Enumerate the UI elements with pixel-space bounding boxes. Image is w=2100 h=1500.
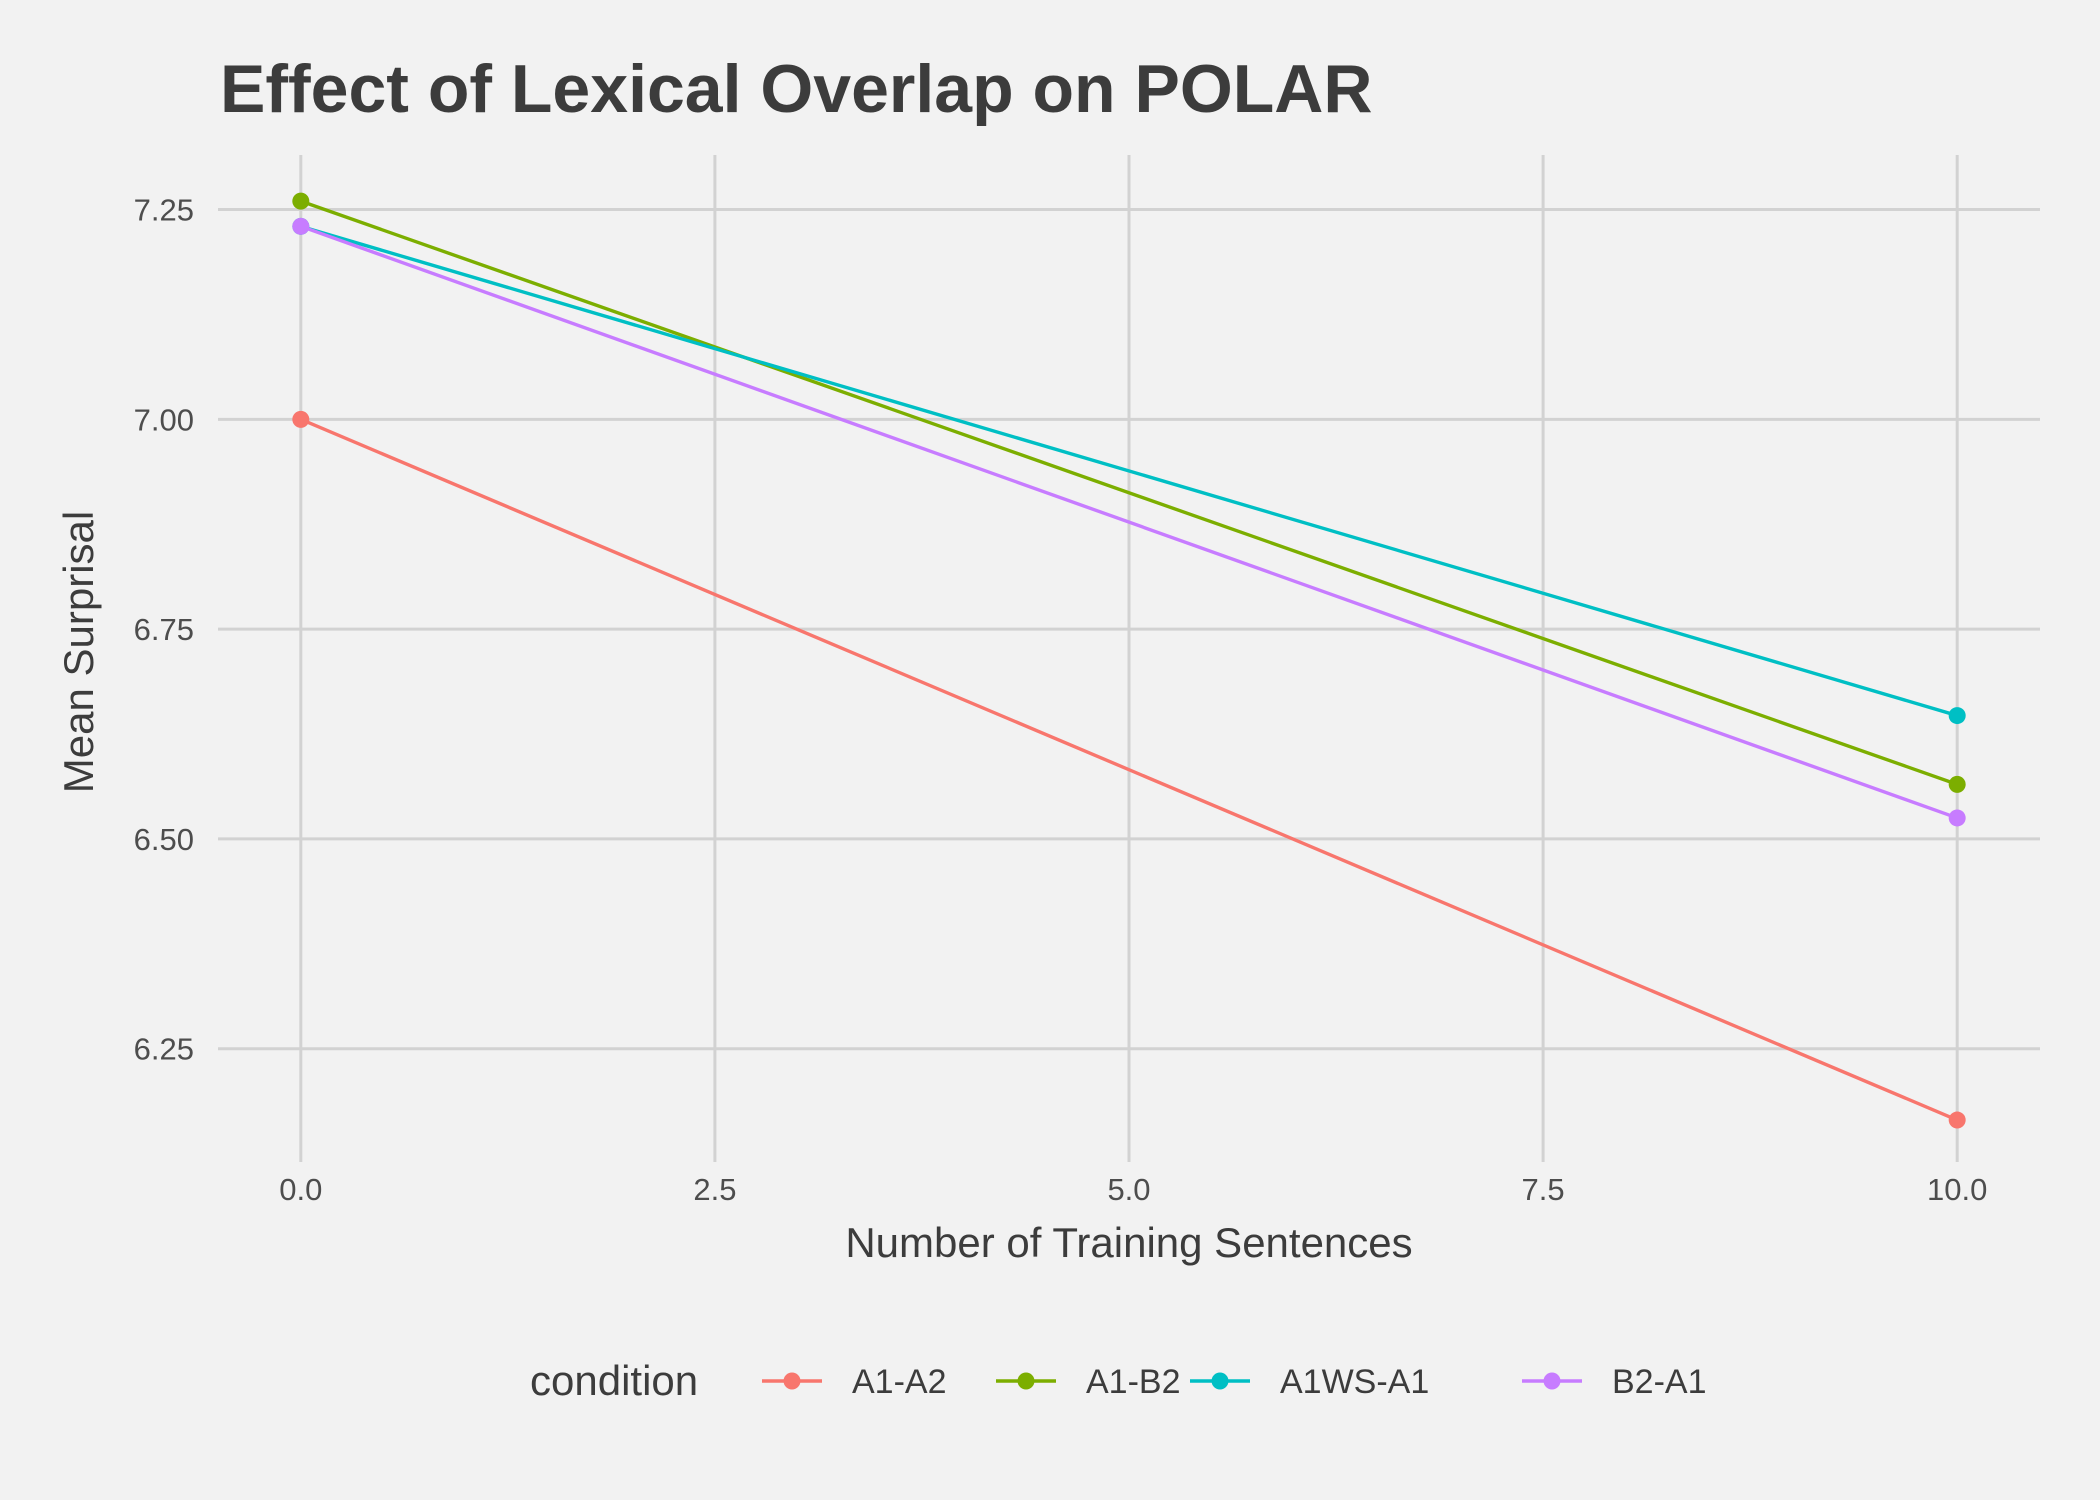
y-tick-label: 6.25 — [134, 1032, 194, 1067]
data-point — [1948, 707, 1966, 725]
series-line — [300, 224, 1958, 718]
x-tick-label: 2.5 — [693, 1172, 736, 1207]
data-point — [292, 410, 310, 428]
data-point — [1948, 1111, 1966, 1129]
legend-title: condition — [530, 1357, 698, 1404]
legend-key-point — [783, 1372, 801, 1390]
legend-key-point — [1017, 1372, 1035, 1390]
y-axis-ticks: 6.25 6.50 6.75 7.00 7.25 — [134, 193, 194, 1067]
legend-entry: A1-A2 — [762, 1363, 947, 1401]
y-axis-title: Mean Surprisal — [55, 511, 102, 793]
legend-key-point — [1211, 1372, 1229, 1390]
series-a1-a2 — [292, 410, 1966, 1129]
legend-entry: A1-B2 — [996, 1363, 1181, 1401]
x-axis-title: Number of Training Sentences — [845, 1219, 1412, 1266]
data-point — [1948, 809, 1966, 827]
legend-label: B2-A1 — [1612, 1363, 1707, 1401]
legend-entry: A1WS-A1 — [1190, 1363, 1429, 1401]
legend-label: A1-A2 — [852, 1363, 947, 1401]
x-tick-label: 7.5 — [1522, 1172, 1565, 1207]
legend-key-point — [1543, 1372, 1561, 1390]
series-line — [300, 417, 1958, 1122]
data-point — [1948, 775, 1966, 793]
x-tick-label: 0.0 — [279, 1172, 322, 1207]
grid-lines — [218, 155, 2040, 1162]
data-point — [292, 192, 310, 210]
y-tick-label: 7.25 — [134, 193, 194, 228]
series-line — [300, 224, 1958, 820]
y-tick-label: 6.50 — [134, 822, 194, 857]
y-tick-label: 6.75 — [134, 612, 194, 647]
y-tick-label: 7.00 — [134, 402, 194, 437]
x-tick-label: 10.0 — [1927, 1172, 1987, 1207]
x-tick-label: 5.0 — [1107, 1172, 1150, 1207]
series-b2-a1 — [292, 217, 1966, 827]
legend: condition A1-A2 A1-B2 A1WS-A1 B2-A1 — [530, 1357, 1707, 1404]
series-a1-b2 — [292, 192, 1966, 793]
series-line — [300, 199, 1958, 786]
series-layer — [292, 192, 1966, 1129]
x-axis-ticks: 0.0 2.5 5.0 7.5 10.0 — [279, 1172, 1987, 1207]
legend-label: A1-B2 — [1086, 1363, 1181, 1401]
legend-label: A1WS-A1 — [1280, 1363, 1429, 1401]
data-point — [292, 217, 310, 235]
legend-entry: B2-A1 — [1522, 1363, 1707, 1401]
chart-title: Effect of Lexical Overlap on POLAR — [220, 51, 1372, 127]
